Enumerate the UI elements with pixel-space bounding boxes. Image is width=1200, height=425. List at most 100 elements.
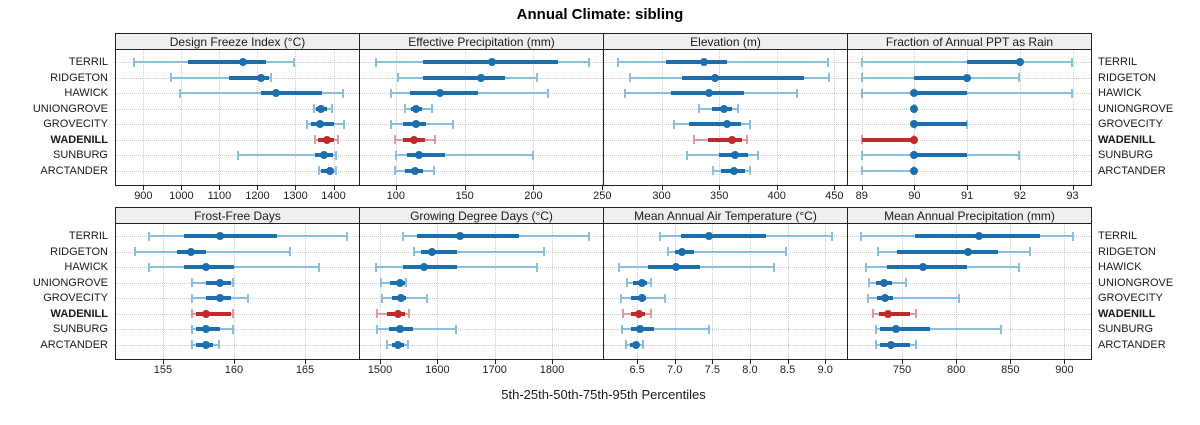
panel-data-region [360, 50, 603, 185]
interval-25-75 [184, 234, 277, 238]
whisker-cap-95th [434, 135, 437, 144]
row-label-left: HAWICK [64, 261, 108, 273]
median-dot [415, 151, 424, 159]
median-dot [910, 151, 919, 159]
whisker-cap-5th [626, 278, 629, 287]
row-label-left: UNIONGROVE [32, 102, 108, 115]
x-tick-label: 160 [224, 364, 244, 376]
median-dot [1015, 58, 1024, 66]
row-gridline [848, 344, 1091, 347]
median-dot [201, 263, 210, 271]
row-label-right: ARCTANDER [1098, 164, 1166, 177]
whisker-cap-5th [148, 262, 151, 272]
x-gridline [219, 50, 221, 185]
whisker-cap-95th [531, 150, 534, 160]
figure-title: Annual Climate: sibling [516, 6, 684, 23]
x-tick-mark [914, 186, 916, 190]
row-label-right: WADENILL [1098, 133, 1156, 146]
panel-data-region [848, 224, 1091, 359]
x-tick-mark [162, 360, 164, 364]
median-dot [635, 309, 644, 318]
whisker-cap-95th [737, 104, 740, 113]
x-tick-mark [395, 186, 397, 190]
interval-25-75 [879, 311, 910, 316]
whisker-cap-95th [1071, 231, 1074, 241]
whisker-cap-95th [784, 247, 787, 256]
whisker-cap-95th [1018, 150, 1021, 160]
whisker-cap-95th [232, 309, 235, 318]
panel-plot-area [359, 223, 604, 360]
median-dot [412, 104, 421, 113]
x-tick-label: 1400 [321, 190, 346, 202]
row-gridline [116, 329, 359, 331]
x-tick-mark [787, 360, 789, 364]
whisker-cap-5th [860, 231, 863, 241]
whisker-cap-95th [405, 278, 408, 287]
x-gridline [162, 224, 165, 359]
x-tick-mark [956, 360, 958, 364]
median-dot [731, 151, 740, 159]
whisker-cap-5th [622, 309, 625, 318]
x-tick-mark [143, 186, 145, 190]
whisker-cap-95th [335, 166, 338, 175]
x-tick-label: 1300 [283, 190, 308, 202]
median-dot [879, 278, 888, 287]
whisker-cap-5th [190, 309, 193, 318]
median-dot [910, 104, 919, 113]
row-label-left: SUNBURG [52, 323, 108, 335]
interval-25-75 [228, 75, 269, 80]
whisker-cap-95th [957, 293, 960, 303]
x-gridline [787, 224, 790, 359]
whisker-cap-95th [535, 262, 538, 272]
x-tick-mark [776, 186, 778, 190]
whisker-cap-95th [547, 88, 550, 98]
median-dot [631, 340, 640, 349]
whisker-cap-5th [190, 278, 193, 287]
median-dot [239, 58, 248, 66]
x-tick-mark [333, 186, 335, 190]
row-label-left: GROVECITY [43, 292, 108, 304]
median-dot [257, 73, 266, 82]
interval-25-75 [402, 265, 458, 269]
median-dot [891, 325, 900, 333]
whisker-cap-95th [232, 324, 235, 334]
median-dot [974, 232, 983, 240]
whisker-cap-5th [868, 278, 871, 287]
row-gridline [604, 329, 847, 331]
x-gridline [494, 224, 497, 359]
row-gridline [360, 313, 603, 316]
median-dot [710, 73, 719, 82]
row-label-right: GROVECITY [1098, 118, 1163, 130]
panel-data-region [848, 50, 1091, 185]
x-tick-mark [967, 186, 969, 190]
median-dot [187, 247, 196, 256]
whisker-cap-5th [861, 166, 864, 175]
whisker-cap-95th [246, 293, 249, 303]
x-tick-label: 6.5 [629, 364, 645, 376]
x-gridline [233, 224, 236, 359]
x-tick-mark [834, 186, 836, 190]
row-gridline [360, 344, 603, 347]
x-tick-label: 1500 [367, 364, 393, 376]
whisker-cap-5th [313, 104, 316, 113]
whisker-cap-95th [346, 231, 349, 241]
x-tick-mark [674, 360, 676, 364]
whisker-cap-5th [169, 73, 172, 82]
whisker-cap-95th [292, 57, 295, 67]
interval-25-75 [682, 75, 805, 80]
whisker-cap-5th [876, 247, 879, 256]
whisker-cap-5th [412, 247, 415, 256]
whisker-cap-5th [395, 150, 398, 160]
x-gridline [967, 50, 969, 185]
whisker-cap-5th [672, 119, 675, 129]
row-gridline [848, 313, 1091, 316]
x-gridline [1064, 224, 1066, 359]
row-label-left: ARCTANDER [40, 338, 108, 351]
whisker-cap-95th [270, 73, 273, 82]
x-gridline [674, 224, 677, 359]
row-gridline [848, 298, 1091, 300]
row-gridline [116, 282, 359, 285]
x-tick-mark [661, 186, 663, 190]
whisker-cap-5th [379, 278, 382, 287]
row-label-left: SUNBURG [52, 149, 108, 161]
